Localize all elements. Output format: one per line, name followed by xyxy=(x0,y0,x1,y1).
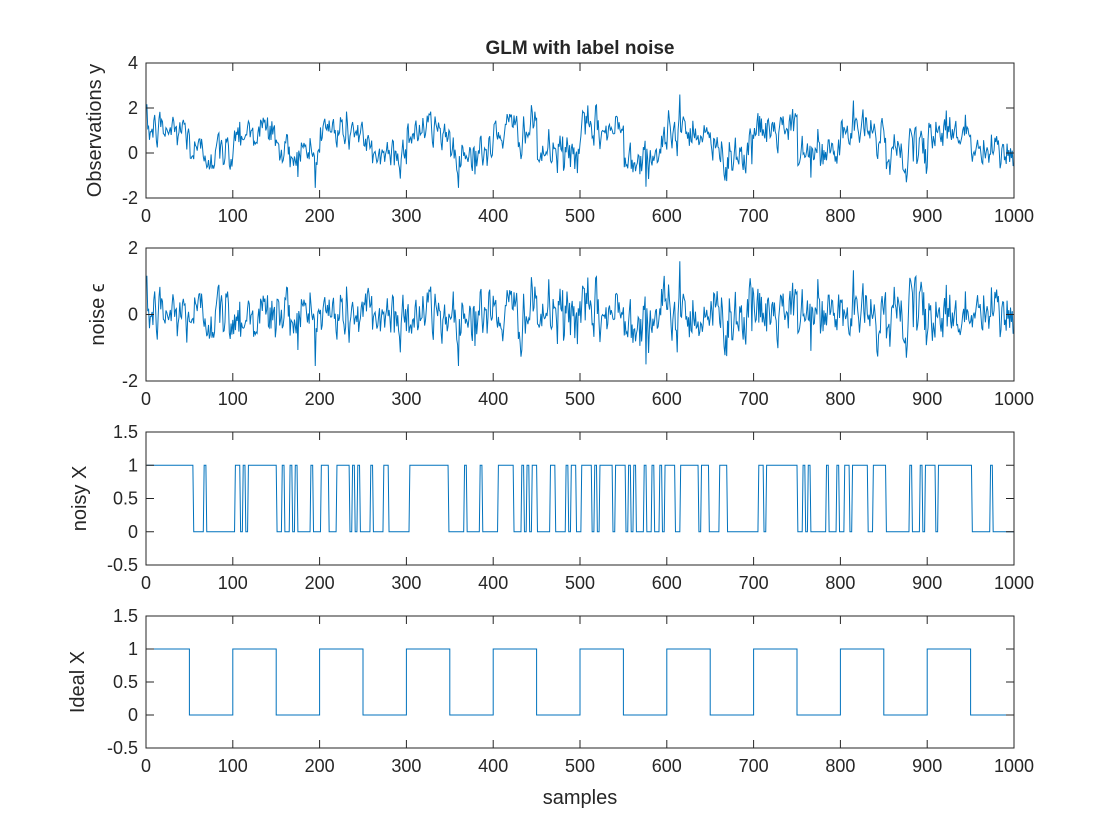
series-line-noisy-X xyxy=(146,464,1014,533)
series-line-y xyxy=(146,94,1014,188)
x-tick-label: 600 xyxy=(652,389,682,409)
x-tick-label: 700 xyxy=(739,206,769,226)
series-line-ideal-X xyxy=(146,648,1014,716)
subplot-noisy-x: 0 100 200 300 400 500 600 700 800 900 1000-0.500.5… xyxy=(69,422,1034,593)
y-tick-label: 1 xyxy=(128,455,138,475)
x-tick-label: 400 xyxy=(478,206,508,226)
x-tick-label: 400 xyxy=(478,756,508,776)
x-tick-label: 700 xyxy=(739,756,769,776)
x-tick-label: 200 xyxy=(305,389,335,409)
subplot-noise: 0 100 200 300 400 500 600 700 800 900 1000-202nois… xyxy=(87,238,1034,409)
y-tick-label: 1.5 xyxy=(113,606,138,626)
x-tick-label: 200 xyxy=(305,756,335,776)
x-tick-label: 0 xyxy=(141,573,151,593)
subplot-ideal-x: 0 100 200 300 400 500 600 700 800 900 1000-0.500.5… xyxy=(67,606,1034,776)
x-tick-label: 100 xyxy=(218,756,248,776)
x-tick-label: 500 xyxy=(565,573,595,593)
x-tick-label: 1000 xyxy=(994,573,1034,593)
y-tick-label: 0 xyxy=(128,305,138,325)
x-tick-label: 500 xyxy=(565,206,595,226)
x-tick-label: 200 xyxy=(305,206,335,226)
x-tick-label: 500 xyxy=(565,389,595,409)
subplot-observations: 0 100 200 300 400 500 600 700 800 900 1000-2024Obs… xyxy=(84,53,1034,226)
y-tick-label: -2 xyxy=(122,188,138,208)
x-tick-label: 200 xyxy=(305,573,335,593)
x-tick-label: 800 xyxy=(825,756,855,776)
y-tick-label: 2 xyxy=(128,98,138,118)
x-tick-label: 300 xyxy=(391,389,421,409)
y-axis-label: noise ϵ xyxy=(87,283,109,345)
x-tick-label: 400 xyxy=(478,389,508,409)
x-axis-label: samples xyxy=(543,787,617,809)
x-tick-label: 300 xyxy=(391,573,421,593)
y-tick-label: 0 xyxy=(128,522,138,542)
x-tick-label: 700 xyxy=(739,389,769,409)
y-axis-label: noisy X xyxy=(69,466,91,532)
x-tick-label: 800 xyxy=(825,389,855,409)
figure-title: GLM with label noise xyxy=(486,38,675,59)
x-tick-label: 1000 xyxy=(994,389,1034,409)
y-tick-label: -0.5 xyxy=(107,555,138,575)
x-tick-label: 900 xyxy=(912,756,942,776)
x-tick-label: 300 xyxy=(391,756,421,776)
x-tick-label: 100 xyxy=(218,573,248,593)
x-tick-label: 400 xyxy=(478,573,508,593)
y-tick-label: -2 xyxy=(122,371,138,391)
series-line-epsilon xyxy=(146,261,1014,367)
y-axis-label: Observations y xyxy=(84,64,106,197)
y-tick-label: -0.5 xyxy=(107,738,138,758)
y-tick-label: 1.5 xyxy=(113,422,138,442)
x-tick-label: 0 xyxy=(141,756,151,776)
x-tick-label: 800 xyxy=(825,206,855,226)
y-tick-label: 0 xyxy=(128,705,138,725)
x-tick-label: 500 xyxy=(565,756,595,776)
x-tick-label: 700 xyxy=(739,573,769,593)
x-tick-label: 600 xyxy=(652,756,682,776)
x-tick-label: 600 xyxy=(652,573,682,593)
y-tick-label: 0.5 xyxy=(113,672,138,692)
y-axis-label: Ideal X xyxy=(67,651,89,713)
x-tick-label: 100 xyxy=(218,389,248,409)
x-tick-label: 900 xyxy=(912,206,942,226)
x-tick-label: 0 xyxy=(141,389,151,409)
x-tick-label: 800 xyxy=(825,573,855,593)
y-tick-label: 0.5 xyxy=(113,489,138,509)
x-tick-label: 0 xyxy=(141,206,151,226)
y-tick-label: 2 xyxy=(128,238,138,258)
x-tick-label: 900 xyxy=(912,389,942,409)
axes-group: 0 100 200 300 400 500 600 700 800 900 1000-2024Obs… xyxy=(67,53,1034,776)
x-tick-label: 1000 xyxy=(994,756,1034,776)
x-tick-label: 900 xyxy=(912,573,942,593)
y-tick-label: 0 xyxy=(128,143,138,163)
x-tick-label: 300 xyxy=(391,206,421,226)
x-tick-label: 100 xyxy=(218,206,248,226)
y-tick-label: 4 xyxy=(128,53,138,73)
x-tick-label: 1000 xyxy=(994,206,1034,226)
y-tick-label: 1 xyxy=(128,639,138,659)
x-tick-label: 600 xyxy=(652,206,682,226)
